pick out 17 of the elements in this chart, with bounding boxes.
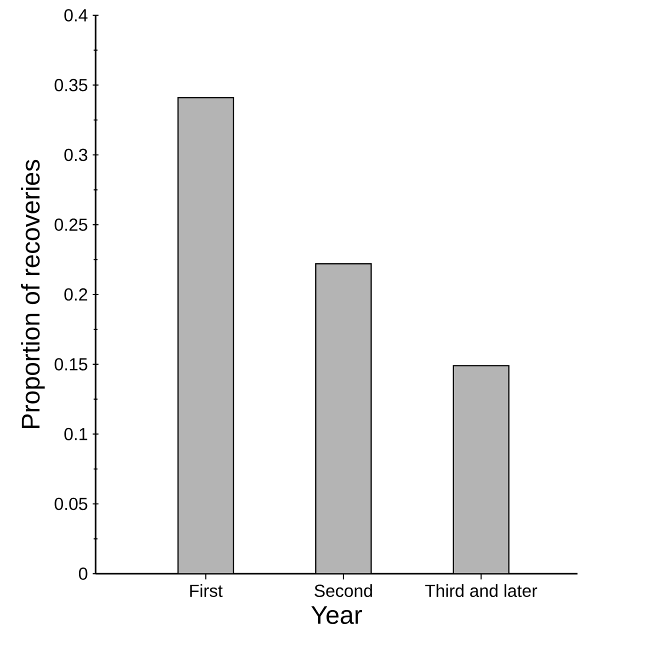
y-tick-label: 0.25 <box>54 218 88 231</box>
y-tick-label: 0 <box>78 567 88 580</box>
y-tick-label: 0.3 <box>64 148 88 161</box>
y-axis-title: Proportion of recoveries <box>20 160 45 428</box>
x-tick-label: Third and later <box>425 584 538 597</box>
y-tick-label: 0.35 <box>54 78 88 92</box>
y-tick-label: 0.05 <box>54 498 88 510</box>
bar <box>177 96 234 574</box>
x-tick-label: Second <box>314 584 372 597</box>
y-tick-label: 0.1 <box>64 428 88 440</box>
bar <box>315 263 372 574</box>
bar <box>452 365 510 574</box>
x-tick-label: First <box>190 584 223 597</box>
y-tick-label: 0.4 <box>64 9 88 22</box>
x-axis-title: Year <box>311 606 362 624</box>
y-tick-label: 0.2 <box>64 288 88 301</box>
y-tick-label: 0.15 <box>54 358 88 370</box>
